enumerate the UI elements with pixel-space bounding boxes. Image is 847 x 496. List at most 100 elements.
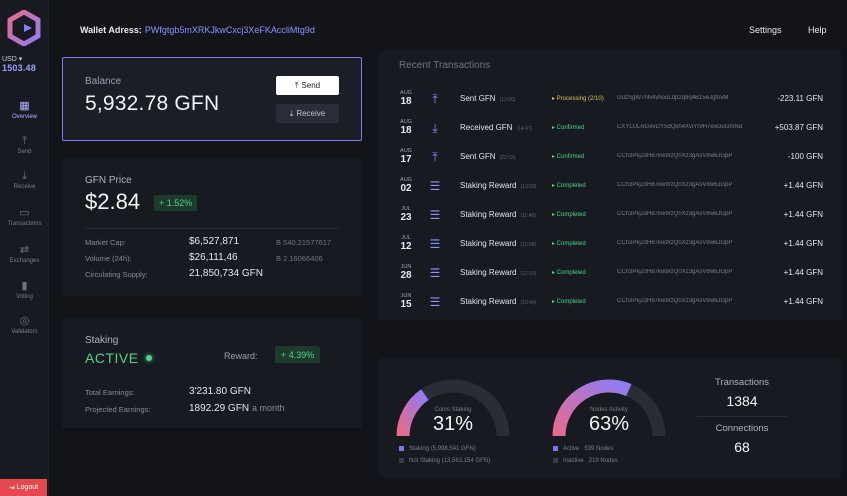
transaction-hash[interactable]: CCh3PkjJ3H87kw9rzQ0Xz3gAsV8w6JGpP — [617, 298, 733, 304]
legend-swatch — [399, 446, 404, 451]
transaction-date: AUG 17 — [397, 148, 415, 165]
settings-link[interactable]: Settings — [749, 25, 782, 35]
market-cap-label: Market Cap: — [85, 238, 126, 247]
send-button[interactable]: ⤒ Send — [276, 76, 339, 95]
transaction-amount: +1.44 GFN — [783, 181, 823, 190]
receive-button[interactable]: ⤓ Receive — [276, 104, 339, 123]
transaction-day: 12 — [400, 241, 412, 252]
transactions-title: Recent Transactions — [399, 60, 491, 71]
transaction-hash[interactable]: CCh3PkjJ3H87kw9rzQ0Xz3gAsV8w6JGpP — [617, 211, 733, 217]
transaction-row[interactable]: AUG 02 ☰ Staking Reward (13:59) ▸ Completed CC… — [379, 177, 841, 197]
sidebar-item-send[interactable]: ⤒ Send — [0, 135, 49, 155]
transaction-time: (12:15) — [520, 271, 537, 277]
transaction-day: 17 — [400, 154, 412, 165]
transaction-month: AUG — [400, 177, 412, 183]
transaction-hash[interactable]: CCh3PkjJ3H87kw9rzQ0Xz3gAsV8w6JGpP — [617, 182, 733, 188]
help-link[interactable]: Help — [808, 25, 827, 35]
transaction-month: JUL — [401, 235, 411, 241]
transaction-hash[interactable]: CCh3PkjJ3H87kw9rzQ0Xz3gAsV8w6JGpP — [617, 153, 733, 159]
volume-value: $26,111,46 — [189, 252, 238, 263]
price-title: GFN Price — [85, 175, 132, 186]
sidebar-item-receive[interactable]: ⤓ Receive — [0, 170, 49, 190]
transaction-date: JUN 28 — [397, 264, 415, 281]
transaction-month: JUN — [400, 264, 412, 270]
wallet-address[interactable]: PWfgtgb5mXRKJkwCxcj3XeFKAccliMtg9d — [144, 25, 315, 35]
transaction-row[interactable]: JUL 12 ☰ Staking Reward (10:08) ▸ Completed CC… — [379, 235, 841, 255]
sidebar-item-label: Exchanges — [9, 258, 40, 264]
wallet-address-label: Wallet Adress: — [80, 25, 142, 35]
check-circle-icon: ◎ — [19, 315, 30, 327]
transaction-type: Staking Reward (11:48) — [460, 210, 536, 219]
balance-value: 5,932.78 GFN — [85, 92, 220, 115]
transaction-time: (10:08) — [520, 242, 537, 248]
reward-label: Reward: — [224, 351, 258, 361]
transaction-status: ▸ Completed — [552, 270, 586, 276]
upload-icon: ⤒ — [432, 149, 438, 164]
transaction-amount: -223.11 GFN — [777, 94, 823, 103]
sidebar-item-overview[interactable]: ▦ Overview — [0, 100, 49, 120]
transaction-amount: +1.44 GFN — [783, 239, 823, 248]
transaction-status: ▸ Completed — [552, 299, 586, 305]
logout-button[interactable]: ⇥ Logout — [0, 479, 47, 496]
coins-staking-value: 31% — [432, 413, 474, 435]
app-logo-icon[interactable] — [6, 10, 42, 46]
transaction-hash[interactable]: GuzSgW7nN4vhouLdp2q9q4B15eJgtnvM — [617, 95, 729, 101]
transaction-day: 15 — [400, 299, 412, 310]
download-icon: ⤓ — [22, 170, 27, 182]
price-change-badge: + 1.52% — [154, 195, 198, 211]
transaction-day: 02 — [400, 183, 412, 194]
sidebar-balance: 1503.48 — [2, 63, 36, 73]
transaction-type: Staking Reward (12:15) — [460, 268, 537, 277]
upload-icon: ⤒ — [294, 80, 299, 90]
market-cap-value: $6,527,871 — [189, 236, 240, 247]
transaction-row[interactable]: JUN 15 ☰ Staking Reward (13:49) ▸ Completed CC… — [379, 293, 841, 313]
transaction-row[interactable]: JUL 23 ☰ Staking Reward (11:48) ▸ Completed CC… — [379, 206, 841, 226]
sidebar-item-label: Voting — [16, 294, 33, 300]
coins-icon: ☰ — [429, 266, 441, 280]
wallet-address-row: Wallet Adress: PWfgtgb5mXRKJkwCxcj3XeFKAc… — [80, 25, 315, 35]
connections-label: Connections — [715, 423, 769, 434]
transaction-amount: +1.44 GFN — [783, 210, 823, 219]
transaction-row[interactable]: AUG 18 ⤒ Sent GFN (13:00) ▸ Processing (2/10)… — [379, 90, 841, 110]
volume-label: Volume (24h): — [85, 254, 132, 263]
upload-icon: ⤒ — [22, 135, 27, 147]
projected-earnings-suffix: a month — [252, 403, 285, 413]
legend-swatch — [553, 446, 558, 451]
transaction-date: AUG 02 — [397, 177, 415, 194]
transaction-type: Sent GFN (22:02) — [460, 152, 516, 161]
sidebar-item-label: Validators — [11, 329, 38, 335]
sidebar-item-voting[interactable]: ▮ Voting — [0, 280, 49, 300]
transaction-hash[interactable]: CXYLULNGevDY5dQkh4XviYr9H7ew3uGmNd — [617, 124, 743, 130]
price-card: GFN Price $2.84 + 1.52% Market Cap: $6,5… — [62, 158, 362, 296]
sidebar-item-exchanges[interactable]: ⇄ Exchanges — [0, 244, 49, 264]
legend-item-inactive: Inactive 219 Nodes — [553, 458, 618, 464]
volume-btc: B 2.16066406 — [276, 254, 323, 263]
sidebar-item-validators[interactable]: ◎ Validators — [0, 315, 49, 335]
staking-card: Staking ACTIVE Reward: + 4.39% Total Ear… — [62, 318, 362, 428]
transaction-row[interactable]: JUN 28 ☰ Staking Reward (12:15) ▸ Completed CC… — [379, 264, 841, 284]
transaction-row[interactable]: AUG 17 ⤒ Sent GFN (22:02) ▸ Confirmed CCh3PkjJ… — [379, 148, 841, 168]
projected-earnings-value: 1892.29 GFN a month — [189, 403, 285, 414]
grid-icon: ▦ — [19, 100, 30, 112]
gauge-fill — [396, 389, 429, 437]
sidebar-item-transactions[interactable]: ▭ Transactions — [0, 207, 49, 227]
transaction-hash[interactable]: CCh3PkjJ3H87kw9rzQ0Xz3gAsV8w6JGpP — [617, 240, 733, 246]
legend-item-active: Active 539 Nodes — [553, 446, 613, 452]
staking-status: ACTIVE — [85, 350, 139, 366]
transaction-month: JUL — [401, 206, 411, 212]
supply-value: 21,850,734 GFN — [189, 268, 263, 279]
divider — [697, 416, 787, 417]
recent-transactions-card: Recent Transactions AUG 18 ⤒ Sent GFN (13:00… — [379, 50, 841, 320]
price-value: $2.84 — [85, 189, 141, 214]
transaction-time: (11:48) — [520, 213, 536, 219]
transaction-type: Received GFN (14:47) — [460, 123, 533, 132]
transaction-hash[interactable]: CCh3PkjJ3H87kw9rzQ0Xz3gAsV8w6JGpP — [617, 269, 733, 275]
transaction-status: ▸ Processing (2/10) — [552, 96, 604, 102]
transaction-month: AUG — [400, 90, 412, 96]
coins-icon: ☰ — [429, 295, 441, 309]
currency-selector[interactable]: USD ▾ — [2, 56, 23, 63]
transaction-status: ▸ Completed — [552, 183, 586, 189]
transaction-month: AUG — [400, 148, 412, 154]
transaction-row[interactable]: AUG 18 ⤓ Received GFN (14:47) ▸ Confirmed CXYL… — [379, 119, 841, 139]
transactions-count-value: 1384 — [726, 393, 758, 409]
